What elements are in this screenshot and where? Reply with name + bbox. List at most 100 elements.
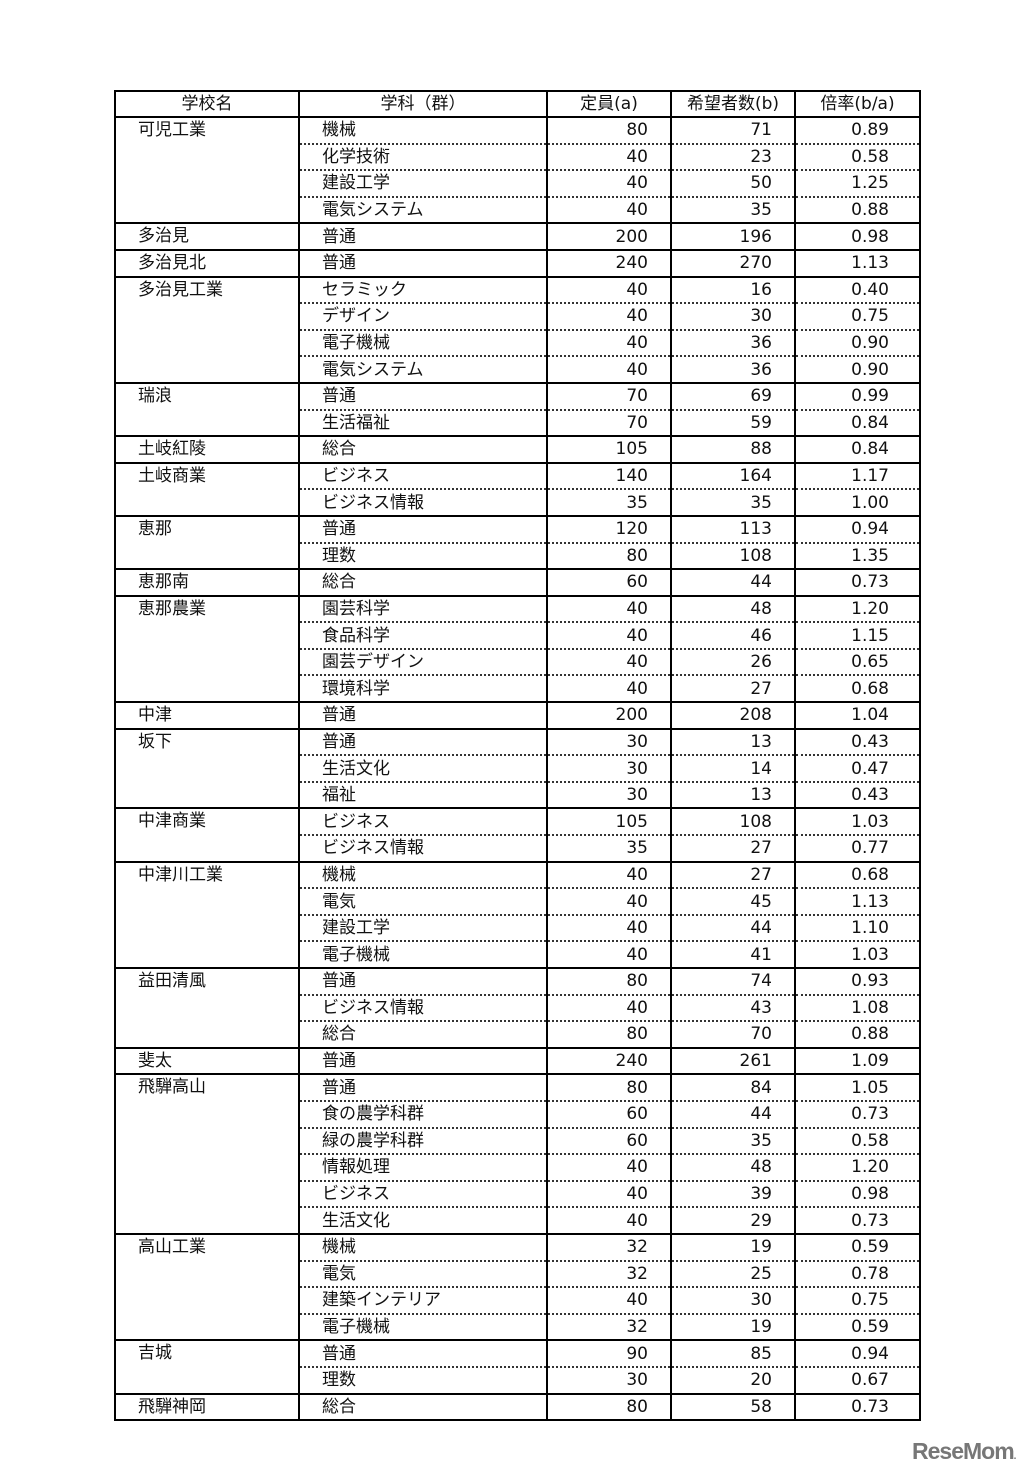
capacity: 90 <box>546 1339 672 1367</box>
capacity: 40 <box>546 169 672 197</box>
course-name: 園芸科学 <box>298 594 548 623</box>
applicants: 208 <box>670 701 796 729</box>
ratio: 0.93 <box>794 967 921 995</box>
table-row: 電子機械 32 19 0.59 <box>115 1312 921 1341</box>
capacity: 32 <box>546 1232 672 1261</box>
table-row: 環境科学 40 27 0.68 <box>115 674 921 703</box>
ratio: 0.90 <box>794 355 921 383</box>
course-name: 総合 <box>298 568 548 596</box>
course-name: 食品科学 <box>298 621 548 649</box>
ratio: 0.68 <box>794 860 921 889</box>
capacity: 140 <box>546 461 672 490</box>
ratio: 0.94 <box>794 1339 921 1367</box>
applicants: 19 <box>670 1232 796 1261</box>
table-row: 緑の農学科群 60 35 0.58 <box>115 1126 921 1155</box>
course-name: 生活文化 <box>298 754 548 782</box>
ratio: 0.94 <box>794 514 921 543</box>
applicants: 84 <box>670 1073 796 1101</box>
course-name: ビジネス <box>298 1179 548 1208</box>
course-name: 普通 <box>298 727 548 756</box>
table-row: 食の農学科群 60 44 0.73 <box>115 1099 921 1128</box>
applicants: 25 <box>670 1259 796 1288</box>
ratio: 1.04 <box>794 701 921 729</box>
applicants: 13 <box>670 727 796 756</box>
capacity: 40 <box>546 993 672 1022</box>
capacity: 200 <box>546 222 672 250</box>
course-name: デザイン <box>298 302 548 330</box>
applicants: 43 <box>670 993 796 1022</box>
course-name: 総合 <box>298 435 548 463</box>
capacity: 80 <box>546 1392 672 1421</box>
applicants: 35 <box>670 1126 796 1155</box>
capacity: 35 <box>546 834 672 862</box>
applicants: 13 <box>670 780 796 809</box>
school-name: 土岐商業 <box>114 461 300 516</box>
table-row: ビジネス情報 35 35 1.00 <box>115 488 921 516</box>
table-row: 理数 80 108 1.35 <box>115 541 921 570</box>
school-name: 吉城 <box>114 1339 300 1394</box>
ratio: 1.03 <box>794 807 921 836</box>
ratio: 0.77 <box>794 834 921 862</box>
capacity: 32 <box>546 1312 672 1341</box>
course-name: 機械 <box>298 116 548 144</box>
course-name: 化学技術 <box>298 142 548 171</box>
table-row: 多治見北 普通 240 270 1.13 <box>114 248 921 277</box>
capacity: 80 <box>546 967 672 995</box>
capacity: 40 <box>546 860 672 889</box>
table-row: 生活文化 30 14 0.47 <box>115 754 921 782</box>
ratio: 1.13 <box>794 887 921 915</box>
school-name: 多治見工業 <box>114 275 300 383</box>
table-row: 電気システム 40 36 0.90 <box>115 355 921 383</box>
school-name: 中津 <box>114 701 300 729</box>
capacity: 40 <box>546 647 672 676</box>
capacity: 40 <box>546 195 672 224</box>
capacity: 40 <box>546 621 672 649</box>
header-school: 学校名 <box>114 90 300 118</box>
applicants: 19 <box>670 1312 796 1341</box>
capacity: 40 <box>546 302 672 330</box>
ratio: 1.00 <box>794 488 921 516</box>
applicants: 108 <box>670 541 796 570</box>
school-name: 可児工業 <box>114 115 300 224</box>
course-name: 電気 <box>298 1259 548 1288</box>
course-name: 機械 <box>298 1232 548 1261</box>
ratio: 0.84 <box>794 408 921 437</box>
ratio: 1.09 <box>794 1046 921 1075</box>
course-name: 普通 <box>298 1073 548 1101</box>
capacity: 80 <box>546 116 672 144</box>
ratio: 0.73 <box>794 1392 921 1421</box>
table-row: 恵那南 総合 60 44 0.73 <box>114 568 921 596</box>
table-row: 電子機械 40 36 0.90 <box>115 328 921 357</box>
course-name: 理数 <box>298 1365 548 1394</box>
course-name: 食の農学科群 <box>298 1099 548 1128</box>
table-row: 電子機械 40 41 1.03 <box>115 940 921 968</box>
course-name: 普通 <box>298 1339 548 1367</box>
ratio: 0.84 <box>794 435 921 463</box>
header-row: 学校名 学科（群） 定員(a) 希望者数(b) 倍率(b/a) <box>114 90 921 118</box>
ratio: 0.67 <box>794 1365 921 1394</box>
table-row: 電気 32 25 0.78 <box>115 1259 921 1288</box>
capacity: 105 <box>546 807 672 836</box>
table-row: 土岐商業 ビジネス 140 164 1.17 <box>114 461 921 516</box>
school-name: 飛騨高山 <box>114 1073 300 1234</box>
applicants: 58 <box>670 1392 796 1421</box>
capacity: 30 <box>546 780 672 809</box>
ratio: 0.75 <box>794 1286 921 1314</box>
header-capacity: 定員(a) <box>546 90 672 118</box>
table-row: 生活福祉 70 59 0.84 <box>115 408 921 437</box>
capacity: 80 <box>546 1073 672 1101</box>
applicants: 26 <box>670 647 796 676</box>
school-name: 恵那南 <box>114 568 300 596</box>
ratio: 0.58 <box>794 142 921 171</box>
course-name: 生活福祉 <box>298 408 548 437</box>
school-name: 高山工業 <box>114 1232 300 1341</box>
applicants: 44 <box>670 568 796 596</box>
capacity: 40 <box>546 355 672 383</box>
capacity: 120 <box>546 514 672 543</box>
school-name: 瑞浪 <box>114 381 300 437</box>
applicants: 27 <box>670 674 796 703</box>
course-name: 緑の農学科群 <box>298 1126 548 1155</box>
applicants: 46 <box>670 621 796 649</box>
table-row: 食品科学 40 46 1.15 <box>115 621 921 649</box>
table-row: 理数 30 20 0.67 <box>115 1365 921 1394</box>
